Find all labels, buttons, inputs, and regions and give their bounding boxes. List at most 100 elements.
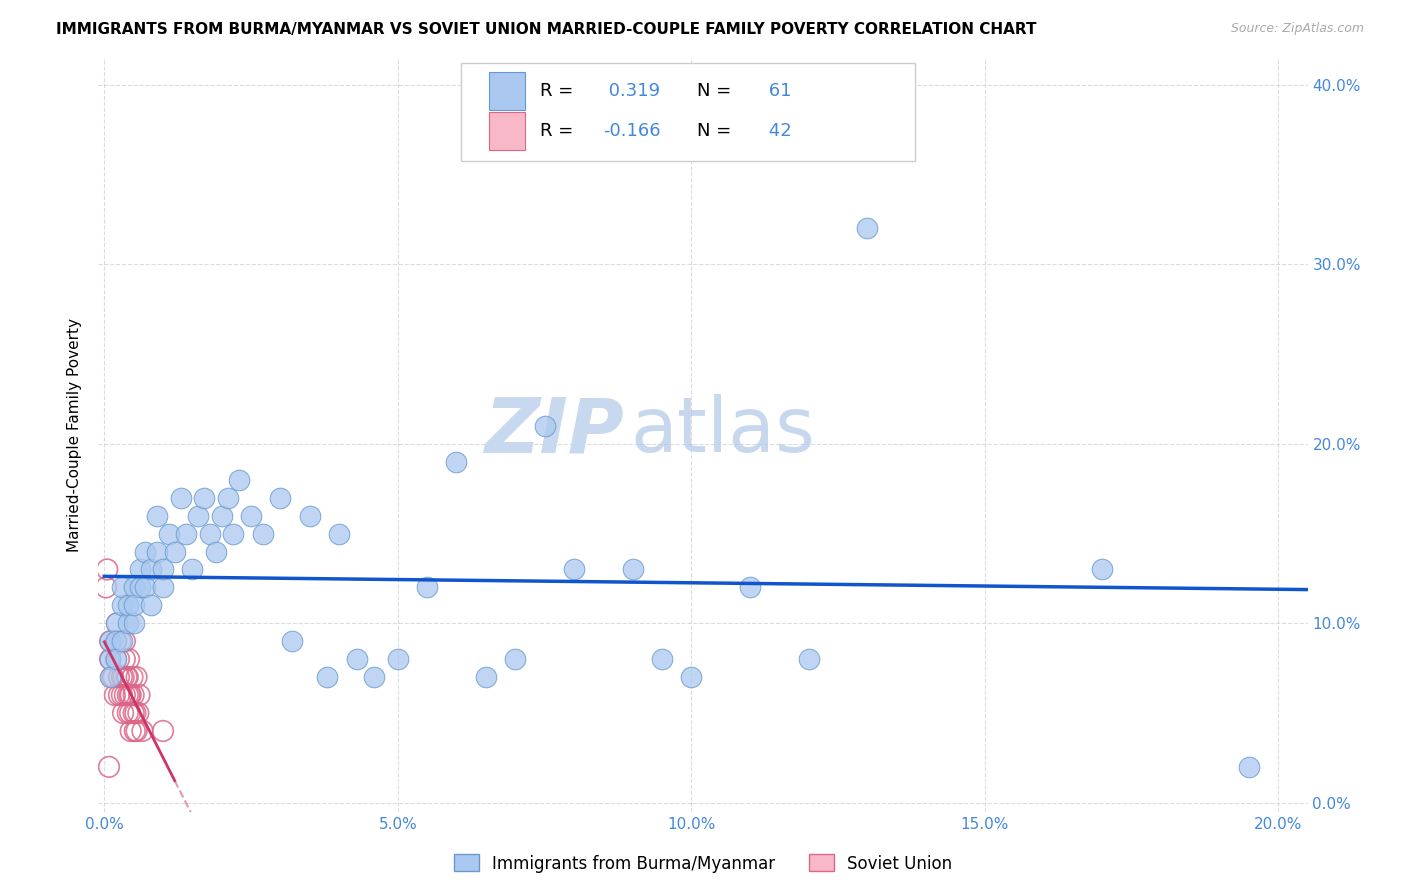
Point [112,670,135,684]
Point [128,581,150,595]
Point [240,508,263,523]
Point [96,562,118,576]
Point [111,634,134,648]
Text: ZIP: ZIP [485,394,624,468]
Text: 61: 61 [763,82,792,100]
Point [152,562,174,576]
Point [152,581,174,595]
Point [122,616,145,631]
Point [797,652,820,666]
Point [112,706,135,720]
Point [134,544,156,558]
Point [416,581,439,595]
Point [108,670,131,684]
Point [134,581,156,595]
Point [114,688,136,702]
Point [681,670,703,684]
Point [738,581,761,595]
Point [211,508,233,523]
Point [122,599,145,613]
Legend: Immigrants from Burma/Myanmar, Soviet Union: Immigrants from Burma/Myanmar, Soviet Un… [447,847,959,880]
Point [475,670,498,684]
Point [105,616,128,631]
Point [131,723,153,738]
Point [120,688,142,702]
FancyBboxPatch shape [489,72,526,110]
Point [298,508,321,523]
Point [114,634,136,648]
Point [217,491,239,505]
Point [141,599,163,613]
Point [222,526,245,541]
Point [198,526,221,541]
Point [387,652,409,666]
Text: 42: 42 [763,122,792,140]
Point [446,455,468,469]
Point [1091,562,1114,576]
Point [94,581,117,595]
Point [1237,760,1260,774]
Point [169,491,191,505]
Point [117,688,139,702]
Text: atlas: atlas [630,394,815,468]
Point [98,634,121,648]
Text: N =: N = [697,82,737,100]
Point [125,670,148,684]
Point [122,688,145,702]
Text: 0.319: 0.319 [603,82,659,100]
Point [98,634,121,648]
Point [316,670,339,684]
Text: R =: R = [540,82,579,100]
Point [228,473,250,487]
Point [120,706,142,720]
Point [108,652,131,666]
Point [120,723,142,738]
Point [141,562,163,576]
Point [621,562,644,576]
Point [124,723,146,738]
Point [117,706,139,720]
Point [105,616,128,631]
Point [252,526,274,541]
Point [118,688,141,702]
Point [105,634,128,648]
Point [193,491,215,505]
Point [105,652,128,666]
Point [98,670,121,684]
Text: Source: ZipAtlas.com: Source: ZipAtlas.com [1230,22,1364,36]
Point [115,670,138,684]
Point [157,526,180,541]
Point [101,670,124,684]
Point [187,508,209,523]
Point [856,221,879,235]
Point [146,508,169,523]
Point [110,634,132,648]
Point [98,760,121,774]
Point [117,616,139,631]
Point [114,652,136,666]
Point [122,706,145,720]
Text: N =: N = [697,122,737,140]
Point [533,418,555,433]
Point [100,670,122,684]
Point [104,688,127,702]
Point [328,526,350,541]
Point [105,634,128,648]
Point [128,688,150,702]
Point [363,670,385,684]
Point [111,599,134,613]
Point [562,562,585,576]
Point [117,670,139,684]
Y-axis label: Married-Couple Family Poverty: Married-Couple Family Poverty [67,318,83,552]
Point [117,599,139,613]
Point [181,562,204,576]
Point [281,634,304,648]
FancyBboxPatch shape [489,112,526,150]
Point [346,652,368,666]
Text: -0.166: -0.166 [603,122,661,140]
Text: IMMIGRANTS FROM BURMA/MYANMAR VS SOVIET UNION MARRIED-COUPLE FAMILY POVERTY CORR: IMMIGRANTS FROM BURMA/MYANMAR VS SOVIET … [56,22,1036,37]
Point [98,652,121,666]
Point [121,670,143,684]
Point [125,723,148,738]
Point [111,688,134,702]
